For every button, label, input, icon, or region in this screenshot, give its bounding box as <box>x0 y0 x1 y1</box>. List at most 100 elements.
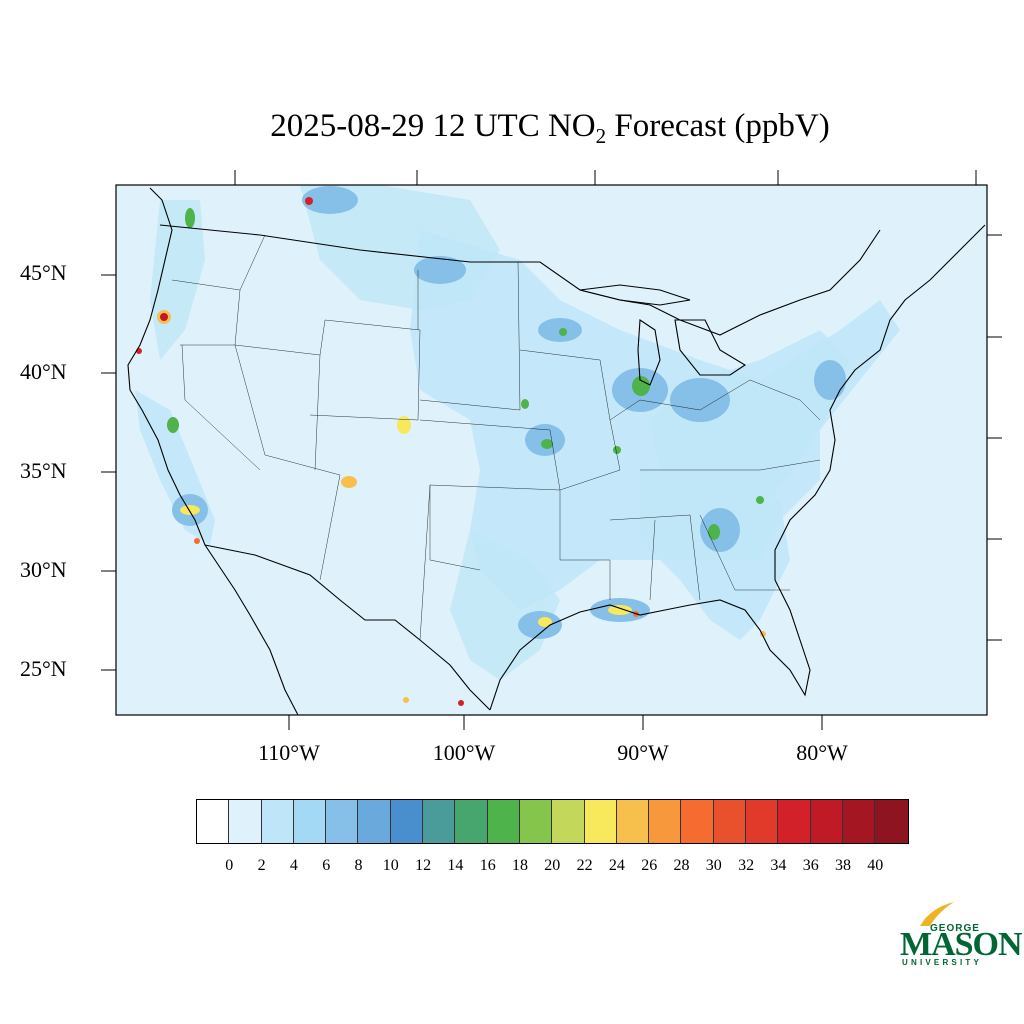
colorbar-swatch <box>197 800 230 843</box>
denver-yellow <box>397 416 411 434</box>
west-coast <box>127 187 299 715</box>
northeast-corridor <box>814 360 846 400</box>
saltillo-orange <box>403 697 409 703</box>
east-coast-plume <box>650 330 850 520</box>
colorbar-swatch <box>229 800 262 843</box>
coastlines <box>127 187 986 715</box>
calgary-area <box>302 186 358 214</box>
logo-george: GEORGE <box>930 923 980 934</box>
wyoming-colorado-lines <box>309 329 421 471</box>
lon-label-90: 90°W <box>617 740 669 765</box>
lat-label-40: 40°N <box>20 359 67 384</box>
colorbar-tick-label: 32 <box>738 857 755 874</box>
colorbar-swatch <box>681 800 714 843</box>
southern-lines <box>559 459 821 601</box>
lat-label-25: 25°N <box>20 656 67 681</box>
canada-border <box>159 224 881 336</box>
lat-label-35: 35°N <box>20 458 67 483</box>
great-lakes-michigan <box>637 319 661 386</box>
atlanta-green <box>708 524 720 540</box>
colorbar-tick-label: 6 <box>322 857 331 874</box>
chicago-green <box>632 376 650 396</box>
colorbar-swatch <box>584 800 617 843</box>
colorbar-swatch <box>358 800 391 843</box>
monterrey-red <box>458 700 464 706</box>
kansas-oklahoma-lines <box>419 419 561 571</box>
colorbar-swatch <box>649 800 682 843</box>
portland-red <box>160 313 168 321</box>
st-louis-green <box>613 446 621 454</box>
colorbar-tick-label: 18 <box>512 857 528 874</box>
colorbar-swatch <box>293 800 327 843</box>
colorbar-swatch <box>423 800 456 843</box>
deep-south-lines <box>649 514 790 601</box>
colorbar-tick-label: 40 <box>867 857 884 874</box>
title-main: 2025-08-29 12 UTC NO <box>270 108 596 144</box>
colorbar-swatch <box>778 800 811 843</box>
baton-rouge-yellow <box>608 605 632 615</box>
colorbar-swatch <box>455 800 488 843</box>
southeast-plume <box>640 470 790 640</box>
colorbar-tick-label: 34 <box>770 857 787 874</box>
colorbar-swatch <box>875 800 908 843</box>
la-yellow <box>180 505 200 515</box>
title-rest: Forecast (ppbV) <box>606 108 830 144</box>
colorbar-swatch <box>713 800 747 843</box>
dakotas-lines <box>417 261 521 411</box>
great-lakes-huron-erie <box>674 319 747 376</box>
colorbar-tick-label: 28 <box>673 857 690 874</box>
houston-yellow <box>538 617 552 627</box>
bismarck-area <box>414 256 466 284</box>
map-frame <box>115 184 988 716</box>
colorbar <box>196 799 909 844</box>
us-mexico-border <box>204 544 491 711</box>
lon-label-80: 80°W <box>796 740 848 765</box>
lat-label-45: 45°N <box>20 260 67 285</box>
colorbar-tick-label: 20 <box>544 857 561 874</box>
new-mexico-lines <box>319 474 431 641</box>
colorbar-swatch <box>519 800 553 843</box>
colorbar-tick-label: 36 <box>802 857 819 874</box>
colorbar-tick-label: 22 <box>576 857 593 874</box>
chart-title: 2025-08-29 12 UTC NO2 Forecast (ppbV) <box>0 108 1024 148</box>
midwest-east-lines <box>609 379 821 421</box>
colorbar-tick-label: 26 <box>641 857 658 874</box>
atlanta-area <box>700 508 740 552</box>
san-diego-red <box>194 538 200 544</box>
lat-label-30: 30°N <box>20 557 67 582</box>
gmu-logo: GEORGE MASON UNIVERSITY <box>896 898 1023 970</box>
oregon-lines <box>171 279 241 346</box>
colorbar-tick-label: 24 <box>608 857 625 874</box>
colorbar-tick-label: 14 <box>447 857 464 874</box>
colorbar-swatch <box>616 800 650 843</box>
axis-ticks <box>101 170 1002 730</box>
gulf-coast <box>489 579 811 711</box>
logo-university: UNIVERSITY <box>902 958 983 967</box>
albuquerque-yellow <box>341 476 357 488</box>
colorbar-tick-label: 0 <box>225 857 234 874</box>
charlotte-green <box>756 496 764 504</box>
state-boundaries <box>171 234 821 641</box>
colorbar-tick-label: 2 <box>257 857 266 874</box>
sf-bay-green <box>167 417 179 433</box>
logo-swoosh-icon <box>920 902 954 926</box>
no2-field <box>135 185 900 706</box>
colorbar-swatch <box>842 800 876 843</box>
great-lakes-superior <box>579 284 691 306</box>
idaho-montana-lines <box>234 234 421 356</box>
ohio-valley-area <box>670 378 730 422</box>
colorbar-swatch <box>746 800 779 843</box>
colorbar-swatch <box>326 800 359 843</box>
colorbar-tick-label: 38 <box>835 857 851 874</box>
east-coast <box>774 224 986 580</box>
colorbar-swatch <box>810 800 843 843</box>
texas-plume <box>450 530 560 680</box>
calgary-red <box>305 197 313 205</box>
omaha-green <box>521 399 529 409</box>
kansas-city-green <box>541 439 553 449</box>
seattle-green <box>185 208 195 228</box>
colorbar-swatch <box>261 800 294 843</box>
colorbar-swatch <box>390 800 424 843</box>
minneapolis-green <box>559 328 567 336</box>
